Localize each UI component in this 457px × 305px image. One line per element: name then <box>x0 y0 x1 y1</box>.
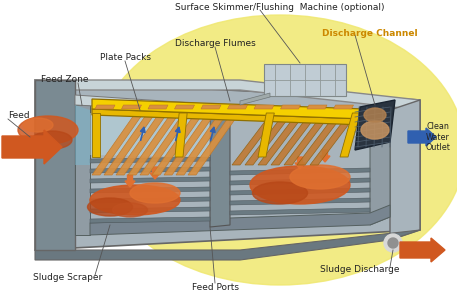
Ellipse shape <box>18 116 78 144</box>
Polygon shape <box>307 105 327 109</box>
Polygon shape <box>271 120 313 165</box>
Polygon shape <box>390 100 420 240</box>
FancyArrow shape <box>2 130 62 164</box>
Polygon shape <box>210 105 230 227</box>
Polygon shape <box>258 113 274 157</box>
Ellipse shape <box>130 183 180 203</box>
Ellipse shape <box>112 203 148 217</box>
Polygon shape <box>355 100 395 150</box>
Polygon shape <box>35 80 420 110</box>
Polygon shape <box>90 157 210 163</box>
FancyArrow shape <box>125 175 135 187</box>
FancyArrow shape <box>150 167 160 179</box>
Polygon shape <box>340 113 361 157</box>
Polygon shape <box>90 207 210 213</box>
Text: Discharge Flumes: Discharge Flumes <box>175 38 255 48</box>
Text: Feed Ports: Feed Ports <box>191 282 239 292</box>
Text: Feed Zone: Feed Zone <box>41 76 89 84</box>
Polygon shape <box>370 115 390 225</box>
Polygon shape <box>297 120 339 165</box>
Polygon shape <box>104 115 154 175</box>
FancyArrow shape <box>400 238 445 262</box>
Text: Feed: Feed <box>8 110 30 120</box>
Polygon shape <box>281 105 301 109</box>
Ellipse shape <box>253 182 308 204</box>
Polygon shape <box>35 80 420 250</box>
Ellipse shape <box>290 165 350 189</box>
Polygon shape <box>75 105 90 165</box>
FancyArrow shape <box>408 128 436 146</box>
Ellipse shape <box>250 166 350 204</box>
Polygon shape <box>35 230 420 260</box>
FancyArrow shape <box>320 150 330 162</box>
Text: Clean
Water
Outlet: Clean Water Outlet <box>425 122 451 152</box>
Polygon shape <box>35 80 75 250</box>
Polygon shape <box>90 167 210 173</box>
Polygon shape <box>334 105 354 109</box>
Polygon shape <box>230 198 370 205</box>
Polygon shape <box>230 168 370 175</box>
Ellipse shape <box>361 121 389 139</box>
Polygon shape <box>92 115 142 175</box>
Polygon shape <box>258 120 300 165</box>
Polygon shape <box>75 95 390 120</box>
Polygon shape <box>284 120 326 165</box>
Polygon shape <box>92 99 380 119</box>
Polygon shape <box>245 120 287 165</box>
Polygon shape <box>175 105 195 109</box>
Polygon shape <box>310 120 352 165</box>
FancyArrow shape <box>295 157 305 169</box>
Polygon shape <box>75 105 90 235</box>
Ellipse shape <box>87 198 133 216</box>
Polygon shape <box>254 105 274 109</box>
Ellipse shape <box>364 108 386 122</box>
Text: Discharge Channel: Discharge Channel <box>322 28 418 38</box>
Polygon shape <box>201 105 221 109</box>
Polygon shape <box>90 177 210 183</box>
Polygon shape <box>128 115 178 175</box>
Polygon shape <box>140 115 190 175</box>
Polygon shape <box>230 208 370 215</box>
Polygon shape <box>90 197 210 203</box>
Ellipse shape <box>95 15 457 285</box>
Polygon shape <box>228 105 248 109</box>
Polygon shape <box>122 105 142 109</box>
Polygon shape <box>92 113 100 157</box>
Polygon shape <box>90 187 210 193</box>
Text: Sludge Discharge: Sludge Discharge <box>320 265 400 275</box>
Polygon shape <box>240 93 270 105</box>
Polygon shape <box>92 109 380 125</box>
FancyBboxPatch shape <box>264 64 346 96</box>
Text: Sludge Scraper: Sludge Scraper <box>33 272 103 282</box>
Polygon shape <box>188 115 238 175</box>
Text: Surface Skimmer/Flushing  Machine (optional): Surface Skimmer/Flushing Machine (option… <box>175 2 385 12</box>
Text: Plate Packs: Plate Packs <box>100 52 150 62</box>
Polygon shape <box>230 188 370 195</box>
Ellipse shape <box>23 118 53 132</box>
Polygon shape <box>175 113 187 157</box>
Polygon shape <box>164 115 214 175</box>
Polygon shape <box>176 115 226 175</box>
Polygon shape <box>152 115 202 175</box>
Polygon shape <box>116 115 166 175</box>
Ellipse shape <box>90 185 180 215</box>
Ellipse shape <box>384 234 402 252</box>
Polygon shape <box>90 113 210 157</box>
Polygon shape <box>148 105 168 109</box>
Polygon shape <box>95 105 115 109</box>
Ellipse shape <box>32 131 72 149</box>
Polygon shape <box>90 217 210 223</box>
Polygon shape <box>230 178 370 185</box>
Polygon shape <box>90 205 390 235</box>
Polygon shape <box>232 120 274 165</box>
Ellipse shape <box>388 238 398 248</box>
